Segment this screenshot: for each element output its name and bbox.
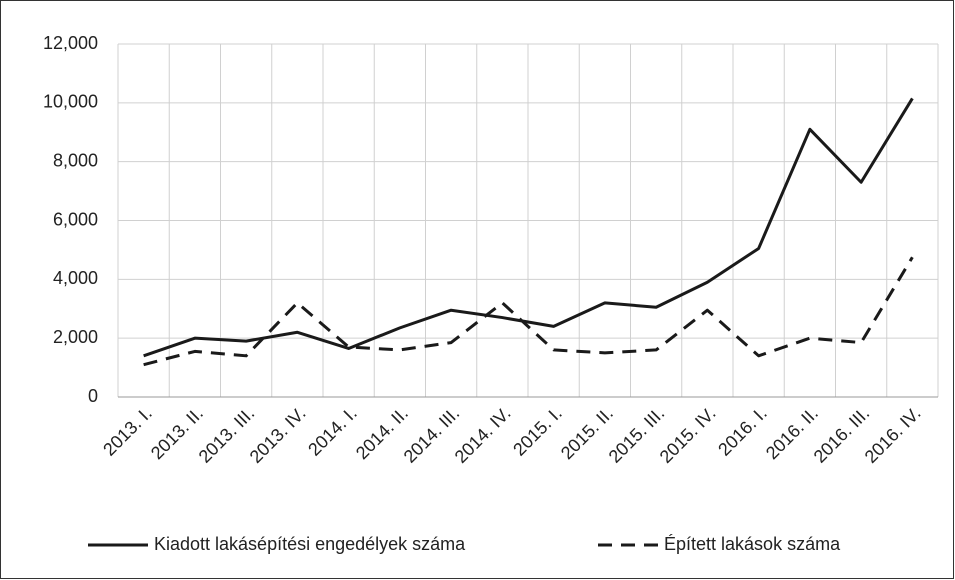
y-tick-label: 6,000 (53, 209, 98, 229)
y-tick-label: 2,000 (53, 327, 98, 347)
y-tick-label: 10,000 (43, 92, 98, 112)
series-line (143, 97, 914, 358)
y-tick-label: 8,000 (53, 150, 98, 170)
y-tick-label: 0 (88, 386, 98, 406)
legend-label: Épített lakások száma (664, 534, 841, 554)
y-tick-label: 12,000 (43, 33, 98, 53)
legend-label: Kiadott lakásépítési engedélyek száma (154, 534, 466, 554)
y-tick-label: 4,000 (53, 268, 98, 288)
series-line (143, 256, 914, 367)
